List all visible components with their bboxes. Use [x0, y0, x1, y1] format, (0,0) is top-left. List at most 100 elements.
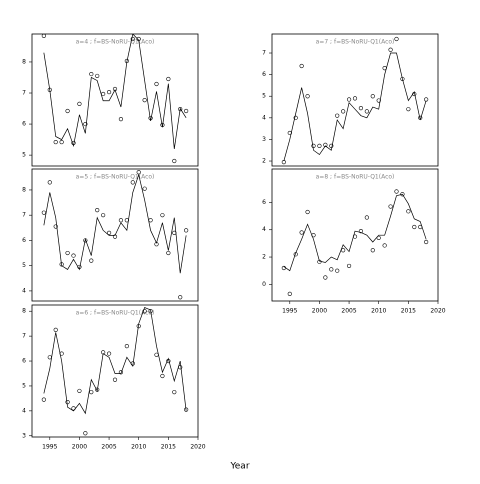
data-point: [299, 230, 304, 235]
data-point: [83, 431, 88, 436]
x-tick-label: 2005: [341, 308, 356, 315]
data-point: [358, 229, 364, 234]
y-tick-label: 3: [262, 136, 266, 143]
x-tick-label: 2020: [430, 308, 445, 315]
fit-line: [283, 52, 427, 162]
panel: 3 4 5 6 7 8 1995 2000 2005 2010 2015 2020 a=6 ; f=BS…: [22, 304, 206, 451]
data-layer: [281, 189, 429, 297]
data-point: [154, 81, 159, 87]
y-tick-label: 5: [262, 93, 266, 100]
panel: 5 6 7 8 a=4 ; f=BS-NoRU-Q1(Aco): [22, 33, 199, 167]
data-point: [341, 109, 346, 114]
data-point: [406, 107, 411, 112]
data-point: [352, 96, 358, 101]
data-point: [65, 250, 70, 256]
data-point: [142, 98, 147, 103]
data-point: [412, 224, 417, 230]
panel-title: a=8 ; f=BS-NoRU-Q1(Aco): [316, 174, 395, 181]
data-point: [41, 34, 46, 38]
data-point: [400, 76, 405, 82]
data-point: [77, 101, 82, 106]
data-point: [184, 108, 189, 114]
data-point: [346, 263, 352, 269]
data-point: [341, 248, 346, 253]
data-layer: [41, 170, 189, 300]
y-tick-label: 4: [262, 114, 266, 121]
data-point: [112, 377, 118, 382]
data-point: [346, 97, 352, 102]
data-point: [370, 248, 375, 253]
data-point: [106, 89, 112, 95]
y-tick-label: 5: [22, 382, 26, 389]
data-point: [184, 228, 189, 233]
y-tick-label: 6: [262, 199, 266, 206]
data-point: [41, 210, 46, 215]
data-point: [323, 142, 328, 147]
panel: 2 3 4 5 6 7 a=7 ; f=BS-NoRU-Q1(Aco): [262, 33, 439, 167]
x-tick-label: 1995: [282, 308, 297, 315]
data-point: [77, 388, 82, 394]
data-point: [335, 268, 340, 273]
data-point: [178, 107, 183, 112]
data-point: [53, 139, 58, 145]
data-point: [293, 115, 298, 120]
x-tick-label: 2005: [101, 444, 116, 451]
data-point: [89, 71, 94, 77]
data-point: [118, 370, 124, 375]
y-tick-label: 4: [22, 407, 26, 414]
y-tick-label: 4: [262, 226, 266, 233]
plot-frame: [271, 33, 439, 167]
data-point: [106, 230, 112, 235]
x-tick-label: 2000: [312, 308, 327, 315]
data-point: [124, 343, 129, 349]
plot-frame: [31, 304, 199, 438]
data-point: [65, 108, 70, 114]
y-tick-label: 5: [22, 262, 26, 269]
data-point: [299, 63, 304, 69]
panel-title: a=7 ; f=BS-NoRU-Q1(Aco): [316, 39, 395, 46]
data-point: [89, 390, 94, 395]
data-point: [358, 106, 364, 111]
data-point: [305, 94, 310, 99]
data-point: [335, 113, 340, 118]
data-point: [59, 139, 64, 145]
data-point: [323, 275, 328, 280]
fit-line: [283, 193, 427, 272]
data-point: [287, 291, 292, 297]
plot-frame: [31, 168, 199, 302]
data-point: [118, 218, 124, 223]
fit-line: [43, 173, 187, 274]
data-point: [311, 143, 316, 149]
y-tick-label: 7: [262, 50, 266, 57]
data-point: [178, 295, 183, 300]
data-point: [95, 73, 100, 79]
data-point: [364, 215, 369, 220]
y-tick-label: 4: [22, 287, 26, 294]
data-layer: [41, 34, 189, 164]
data-point: [83, 121, 88, 127]
x-tick-label: 2000: [72, 444, 87, 451]
data-point: [106, 351, 112, 356]
data-point: [71, 253, 76, 258]
data-point: [41, 397, 46, 402]
data-point: [130, 180, 135, 185]
data-point: [184, 407, 189, 412]
y-tick-label: 6: [22, 121, 26, 128]
x-tick-label: 2010: [371, 308, 386, 315]
data-point: [317, 143, 322, 149]
y-tick-label: 7: [22, 90, 26, 97]
panel: 4 5 6 7 8 a=5 ; f=BS-NoRU-Q1(Aco): [22, 168, 199, 302]
y-tick-label: 2: [262, 158, 266, 165]
plot-frame: [31, 33, 199, 167]
data-point: [400, 192, 405, 197]
data-point: [166, 250, 171, 256]
data-point: [142, 309, 147, 314]
panel: 0 2 4 6 1995 2000 2005 2010 2015 2020 a=8 ; f=BS-N…: [262, 168, 446, 315]
data-point: [160, 373, 165, 379]
data-point: [166, 76, 171, 82]
data-point: [388, 47, 393, 52]
data-point: [305, 209, 310, 215]
data-point: [47, 180, 52, 185]
fit-line: [43, 307, 187, 415]
